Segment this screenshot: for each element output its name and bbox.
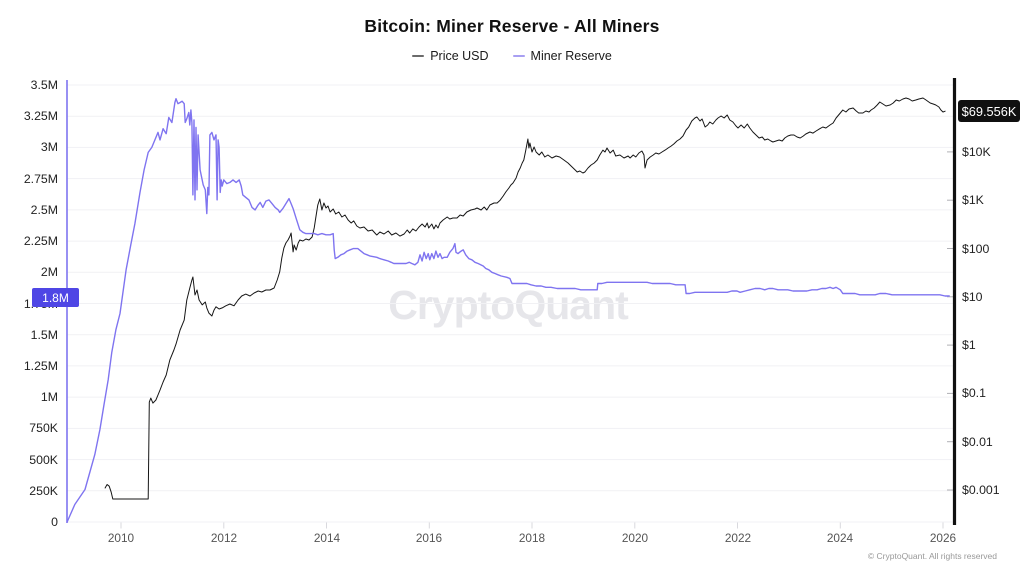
price-current-value-badge: $69.556K xyxy=(958,100,1020,122)
x-axis-tick-label: 2012 xyxy=(210,531,238,545)
x-axis-tick-label: 2024 xyxy=(826,531,854,545)
miner-reserve-line-swatch-icon xyxy=(512,55,525,57)
miner-reserve-current-value-badge: 1.8M xyxy=(32,288,79,307)
x-axis-tick-label: 2010 xyxy=(107,531,135,545)
y-axis-right-tick-label: $1 xyxy=(962,338,976,352)
y-axis-left-tick-label: 3.5M xyxy=(30,78,58,92)
y-axis-right-tick-label: $10 xyxy=(962,290,983,304)
y-axis-left-tick-label: 250K xyxy=(29,484,58,498)
x-axis-tick-label: 2018 xyxy=(518,531,546,545)
copyright-notice: © CryptoQuant. All rights reserved xyxy=(867,551,997,561)
y-axis-left-tick-label: 3M xyxy=(40,140,58,154)
legend-item-price-usd[interactable]: Price USD xyxy=(412,49,489,63)
y-axis-left-tick-label: 2.25M xyxy=(23,234,58,248)
x-axis-tick-label: 2016 xyxy=(415,531,443,545)
chart-title: Bitcoin: Miner Reserve - All Miners xyxy=(364,16,660,36)
legend-label-miner-reserve: Miner Reserve xyxy=(530,49,612,63)
y-axis-left-tick-label: 2.75M xyxy=(23,172,58,186)
y-axis-left-tick-label: 2.5M xyxy=(30,203,58,217)
price-line-swatch-icon xyxy=(412,55,425,57)
y-axis-left-tick-label: 1.25M xyxy=(23,359,58,373)
x-axis-tick-label: 2026 xyxy=(929,531,957,545)
y-axis-right-tick-label: $0.001 xyxy=(962,483,1000,497)
y-axis-left-tick-label: 0 xyxy=(51,515,58,529)
y-axis-left-tick-label: 750K xyxy=(29,421,58,435)
legend-label-price-usd: Price USD xyxy=(430,49,489,63)
y-axis-right-tick-label: $0.01 xyxy=(962,435,993,449)
legend-item-miner-reserve[interactable]: Miner Reserve xyxy=(512,49,612,63)
y-axis-right-tick-label: $0.1 xyxy=(962,386,986,400)
x-axis-tick-label: 2020 xyxy=(621,531,649,545)
y-axis-left-tick-label: 500K xyxy=(29,453,58,467)
y-axis-right-tick-label: $1K xyxy=(962,193,984,207)
y-axis-right-tick-label: $100 xyxy=(962,242,990,256)
y-axis-left-tick-label: 2M xyxy=(40,265,58,279)
y-axis-left-tick-label: 3.25M xyxy=(23,109,58,123)
y-axis-left-tick-label: 1M xyxy=(40,390,58,404)
y-axis-right-tick-label: $10K xyxy=(962,145,991,159)
x-axis-tick-label: 2014 xyxy=(313,531,341,545)
x-axis-tick-label: 2022 xyxy=(724,531,752,545)
y-axis-left-tick-label: 1.5M xyxy=(30,328,58,342)
legend: Price USD Miner Reserve xyxy=(0,49,1024,63)
